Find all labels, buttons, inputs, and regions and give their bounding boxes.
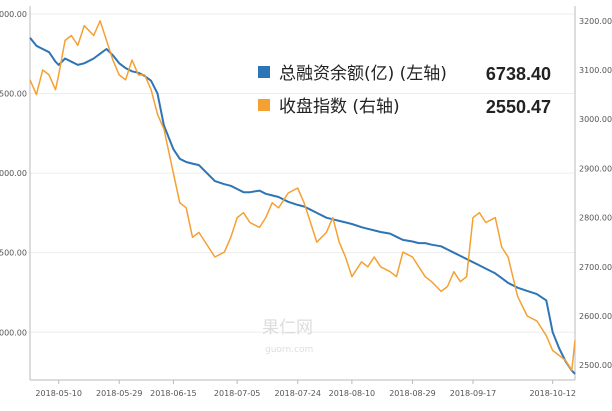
x-tick-label: 2018-07-24 [274, 389, 321, 398]
left-tick-label: 8500.00 [0, 90, 27, 99]
right-axis-ticks: 3200.00 3100.00 3000.00 2900.00 2800.00 2700.… [579, 17, 612, 370]
x-tick-label: 2018-10-12 [529, 389, 576, 398]
legend-swatch-margin [258, 66, 270, 78]
legend: 总融资余额(亿) (左轴) 6738.40 收盘指数 (右轴) 2550.47 [258, 64, 551, 117]
x-tick-label: 2018-08-10 [329, 389, 376, 398]
watermark-main: 果仁网 [262, 318, 313, 338]
x-tick-label: 2018-09-17 [450, 389, 497, 398]
watermark-sub: guorn.com [265, 345, 313, 355]
legend-item-index: 收盘指数 (右轴) 2550.47 [258, 97, 551, 117]
x-tick-label: 2018-07-05 [214, 389, 261, 398]
right-tick-label: 2900.00 [579, 164, 612, 173]
x-tick-label: 2018-05-29 [96, 389, 143, 398]
margin-balance-series-line [29, 37, 576, 375]
legend-label-margin: 总融资余额(亿) (左轴) [279, 64, 447, 84]
left-axis-ticks: 9000.00 8500.00 8000.00 7500.00 7000.00 [0, 10, 27, 337]
plot-area [30, 6, 575, 380]
series-layer [29, 20, 576, 375]
watermark: 果仁网 guorn.com [262, 318, 313, 355]
grid [30, 13, 575, 333]
x-tick-label: 2018-08-29 [389, 389, 436, 398]
legend-item-margin: 总融资余额(亿) (左轴) 6738.40 [258, 64, 551, 84]
left-tick-label: 9000.00 [0, 10, 27, 19]
legend-swatch-index [258, 99, 270, 111]
right-tick-label: 3100.00 [579, 66, 612, 75]
legend-value-margin: 6738.40 [486, 64, 551, 84]
right-tick-label: 3200.00 [579, 17, 612, 26]
close-index-series-line [29, 20, 576, 371]
left-tick-label: 7500.00 [0, 249, 27, 258]
right-tick-label: 2700.00 [579, 263, 612, 272]
left-tick-label: 7000.00 [0, 328, 27, 337]
right-tick-label: 2500.00 [579, 361, 612, 370]
x-tick-label: 2018-05-10 [35, 389, 82, 398]
x-axis-ticks: 2018-05-10 2018-05-29 2018-06-15 2018-07-05… [35, 380, 576, 398]
right-tick-label: 2800.00 [579, 214, 612, 223]
right-tick-label: 2600.00 [579, 312, 612, 321]
right-tick-label: 3000.00 [579, 115, 612, 124]
left-tick-label: 8000.00 [0, 169, 27, 178]
legend-label-index: 收盘指数 (右轴) [279, 97, 400, 117]
x-tick-label: 2018-06-15 [150, 389, 197, 398]
legend-value-index: 2550.47 [486, 97, 551, 117]
